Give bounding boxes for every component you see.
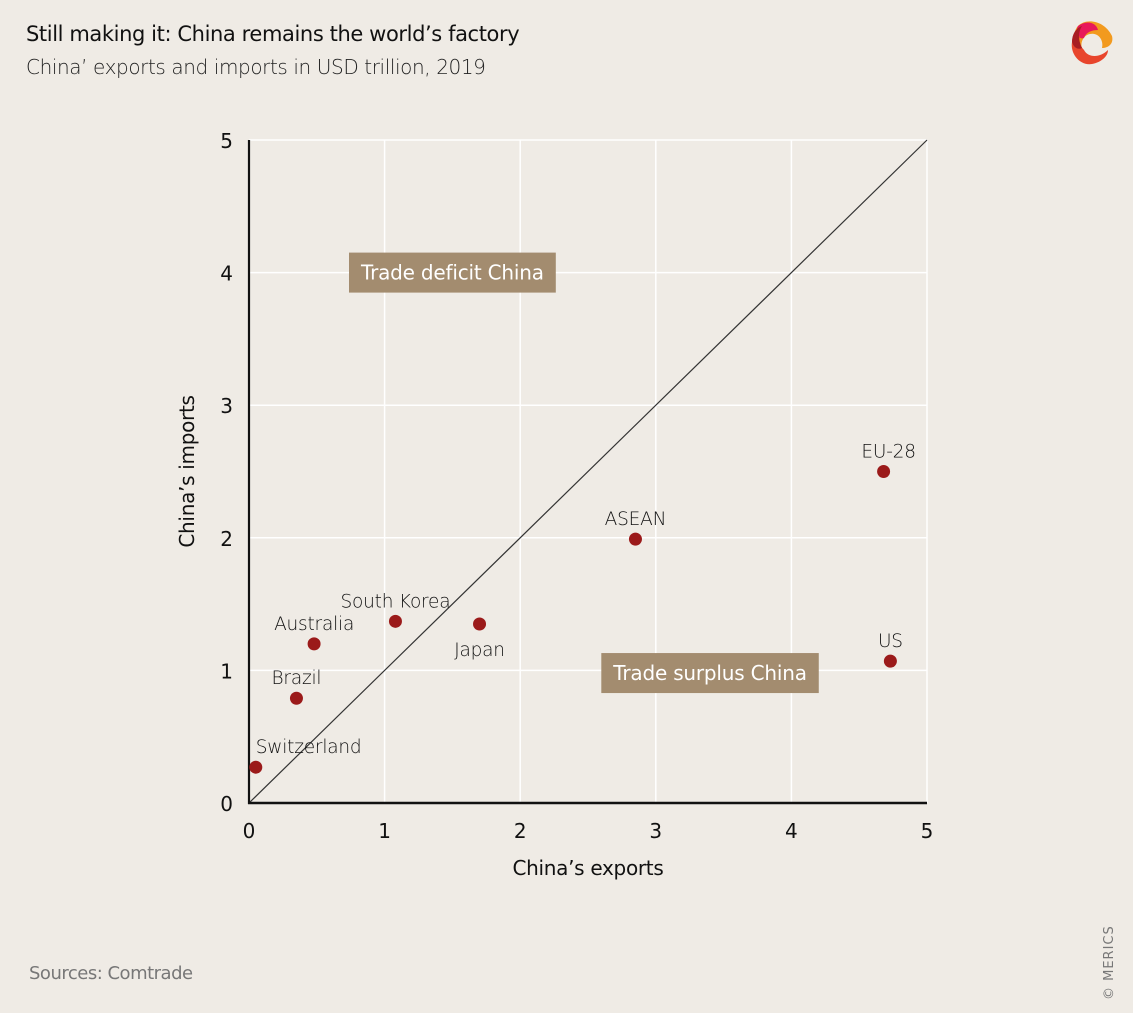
annotation-text: Trade deficit China (360, 261, 544, 285)
point-label: Brazil (272, 668, 322, 689)
y-tick-label: 3 (220, 394, 233, 418)
data-point: South Korea (340, 591, 451, 628)
chart-title: Still making it: China remains the world… (26, 22, 520, 46)
annotation-box: Trade deficit China (349, 252, 556, 293)
data-point: EU-28 (861, 442, 916, 478)
axes (247, 140, 927, 805)
x-tick-label: 4 (785, 819, 798, 843)
data-point: Switzerland (249, 737, 362, 774)
data-point: US (878, 631, 903, 668)
point-marker (877, 465, 891, 478)
point-marker (883, 654, 897, 668)
point-label: Japan (454, 640, 505, 661)
data-point: Japan (454, 617, 505, 661)
point-label: ASEAN (605, 509, 667, 530)
annotations: Trade deficit China Trade surplus China (349, 252, 819, 694)
data-point: Australia (274, 614, 354, 651)
point-marker (388, 614, 402, 628)
copyright-note: © MERICS (1102, 925, 1117, 1000)
y-tick-label: 1 (220, 659, 233, 683)
point-marker (249, 760, 263, 774)
diagonal-reference-line (248, 139, 928, 804)
annotation-box: Trade surplus China (601, 653, 819, 694)
y-tick-label: 5 (220, 129, 233, 153)
point-label: Switzerland (256, 737, 362, 758)
x-axis-label: China’s exports (513, 856, 664, 880)
data-point: Brazil (272, 668, 322, 705)
y-tick-label: 2 (220, 527, 233, 551)
y-axis-label: China’s imports (175, 395, 199, 547)
x-tick-label: 3 (649, 819, 662, 843)
point-label: South Korea (340, 591, 450, 612)
chart-subtitle: China’ exports and imports in USD trilli… (26, 55, 486, 79)
point-label: EU-28 (861, 442, 915, 463)
diagonal-line (248, 139, 928, 804)
x-tick-label: 2 (514, 819, 527, 843)
tick-labels: 0 1 2 3 4 5 0 1 2 3 4 5 (220, 129, 933, 843)
x-tick-label: 5 (921, 819, 934, 843)
point-marker (307, 637, 321, 651)
point-label: US (878, 631, 903, 652)
x-tick-label: 0 (243, 819, 256, 843)
point-marker (473, 617, 487, 631)
point-marker (289, 691, 303, 705)
data-point: ASEAN (605, 509, 667, 546)
x-tick-label: 1 (378, 819, 391, 843)
annotation-text: Trade surplus China (612, 661, 806, 685)
y-tick-label: 4 (220, 262, 233, 286)
source-note: Sources: Comtrade (29, 963, 193, 984)
point-label: Australia (274, 614, 354, 635)
y-tick-label: 0 (220, 792, 233, 816)
merics-logo-icon (1071, 21, 1113, 65)
annotation-background (601, 653, 819, 694)
annotation-background (349, 252, 556, 293)
point-marker (628, 532, 642, 546)
